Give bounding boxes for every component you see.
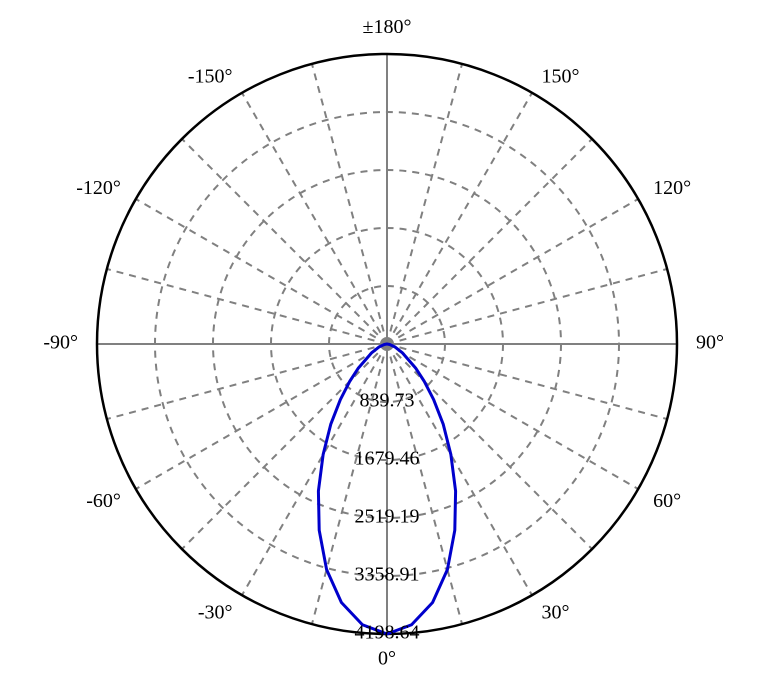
grid-spoke xyxy=(107,344,387,419)
angle-label: -120° xyxy=(76,177,121,199)
grid-spoke xyxy=(387,93,532,344)
grid-spoke xyxy=(387,139,592,344)
grid-spoke xyxy=(387,64,462,344)
angle-label: 0° xyxy=(378,648,396,670)
grid-spoke xyxy=(387,344,638,489)
angle-label: 90° xyxy=(696,332,724,354)
angle-label: ±180° xyxy=(363,16,412,38)
grid-spoke xyxy=(136,199,387,344)
grid-spoke xyxy=(312,64,387,344)
angle-label: 30° xyxy=(542,602,570,624)
grid-spoke xyxy=(387,199,638,344)
grid-spoke xyxy=(107,269,387,344)
angle-label: -30° xyxy=(198,602,233,624)
grid-spoke xyxy=(136,344,387,489)
angle-label: -150° xyxy=(188,65,233,87)
angle-label: -90° xyxy=(43,332,78,354)
angle-label: 120° xyxy=(653,177,691,199)
grid-spoke xyxy=(242,93,387,344)
radial-label: 839.73 xyxy=(360,390,415,412)
polar-chart: 839.73 1679.46 2519.19 3358.91 4198.64 0° 30° 6… xyxy=(0,0,775,689)
grid-spoke xyxy=(182,139,387,344)
radial-label: 4198.64 xyxy=(355,622,420,644)
angle-label: 150° xyxy=(542,65,580,87)
grid-spoke xyxy=(387,269,667,344)
grid-spoke xyxy=(387,344,667,419)
radial-label: 1679.46 xyxy=(355,448,420,470)
radial-label: 3358.91 xyxy=(355,564,420,586)
angle-label: -60° xyxy=(86,490,121,512)
angle-label: 60° xyxy=(653,490,681,512)
radial-label: 2519.19 xyxy=(355,506,420,528)
